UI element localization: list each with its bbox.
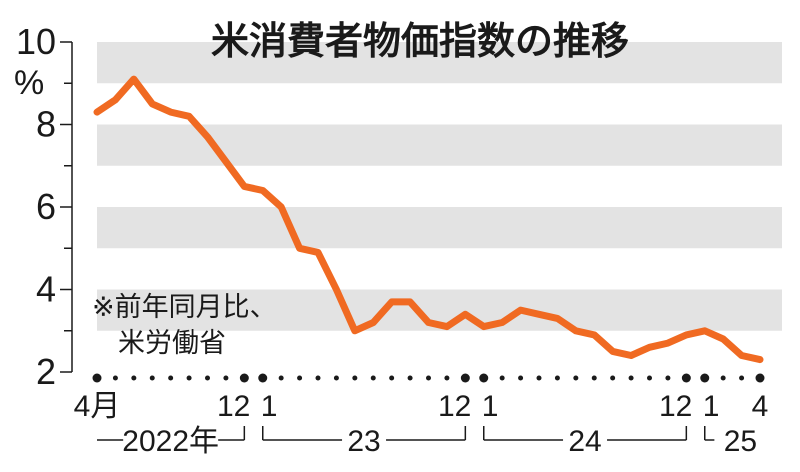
y-tick-labels: 2 4 6 8 10	[16, 21, 56, 392]
x-dot-2024-06	[573, 375, 579, 381]
x-dot-2024-11	[665, 375, 671, 381]
x-dot-2023-07	[370, 375, 376, 381]
x-dot-2023-06	[352, 375, 358, 381]
year-group-23: 23	[262, 425, 467, 458]
x-tick-labels: 4月 12 1 12 1 12 1 4	[74, 390, 769, 423]
y-tick-label-2: 2	[36, 351, 56, 392]
cpi-series-line	[93, 75, 764, 364]
x-dot-2024-01	[479, 373, 489, 383]
year-group-24: 24	[483, 425, 688, 458]
x-dot-2022-04	[92, 373, 102, 383]
x-tick-label-2025-04: 4	[752, 390, 769, 423]
y-axis	[60, 41, 73, 373]
x-tick-label-2023-12: 12	[438, 390, 471, 423]
source-note-line-2: 米労働省	[118, 328, 226, 359]
year-group-2022年: 2022年	[97, 425, 246, 458]
y-unit-label: %	[14, 64, 44, 102]
x-dot-2024-10	[647, 375, 652, 381]
year-group-25: 25	[704, 425, 757, 458]
year-label-23: 23	[347, 425, 380, 458]
x-dot-2023-12	[460, 373, 470, 383]
series-line	[93, 75, 764, 364]
x-dot-2025-03	[739, 375, 745, 381]
band-9-10	[97, 42, 782, 84]
x-dot-2023-02	[278, 375, 284, 381]
x-dot-2022-07	[149, 375, 155, 381]
x-dot-2022-05	[112, 375, 118, 381]
band-5-6	[97, 207, 782, 249]
x-dot-2023-11	[444, 375, 450, 381]
year-label-2022年: 2022年	[122, 425, 219, 458]
y-tick-label-8: 8	[36, 104, 56, 145]
x-dot-2022-06	[131, 375, 137, 381]
x-dot-2024-09	[628, 375, 634, 381]
x-dot-2023-05	[333, 375, 339, 381]
x-dot-2024-04	[536, 375, 542, 381]
x-dot-2024-07	[591, 375, 597, 381]
x-dot-2023-10	[426, 375, 431, 381]
x-dot-2023-03	[297, 375, 303, 381]
year-brackets: 2022年 23 24 25	[97, 425, 757, 458]
x-tick-label-2024-12: 12	[659, 390, 692, 423]
year-label-25: 25	[724, 425, 757, 458]
x-dot-2024-03	[518, 375, 524, 381]
x-dot-2024-08	[610, 375, 616, 381]
x-tick-label-2025-01: 1	[703, 390, 720, 423]
x-tick-label-2022-04: 4月	[74, 390, 121, 423]
background-bands	[97, 42, 782, 331]
x-dot-2024-12	[681, 373, 691, 383]
x-dot-2024-05	[554, 375, 560, 381]
x-dot-2022-11	[223, 375, 229, 381]
x-dot-2022-10	[205, 375, 210, 381]
x-tick-label-2022-12: 12	[217, 390, 250, 423]
x-tick-label-2023-01: 1	[261, 390, 278, 423]
x-axis-dots	[92, 373, 765, 383]
x-dot-2023-08	[389, 375, 395, 381]
x-dot-2022-12	[239, 373, 249, 383]
x-dot-2022-08	[168, 375, 174, 381]
x-dot-2023-09	[407, 375, 413, 381]
y-tick-label-10: 10	[16, 21, 56, 62]
x-dot-2025-04	[755, 373, 765, 383]
x-dot-2023-01	[258, 373, 268, 383]
x-dot-2024-02	[499, 375, 505, 381]
y-tick-label-4: 4	[36, 269, 56, 310]
year-label-24: 24	[568, 425, 601, 458]
x-dot-2022-09	[186, 375, 192, 381]
x-tick-label-2024-01: 1	[482, 390, 499, 423]
x-dot-2023-04	[315, 375, 321, 381]
chart-title: 米消費者物価指数の推移	[211, 19, 629, 63]
y-tick-label-6: 6	[36, 186, 56, 227]
x-dot-2025-02	[720, 375, 726, 381]
x-dot-2025-01	[700, 373, 710, 383]
source-note-line-1: ※前年同月比、	[92, 292, 277, 323]
